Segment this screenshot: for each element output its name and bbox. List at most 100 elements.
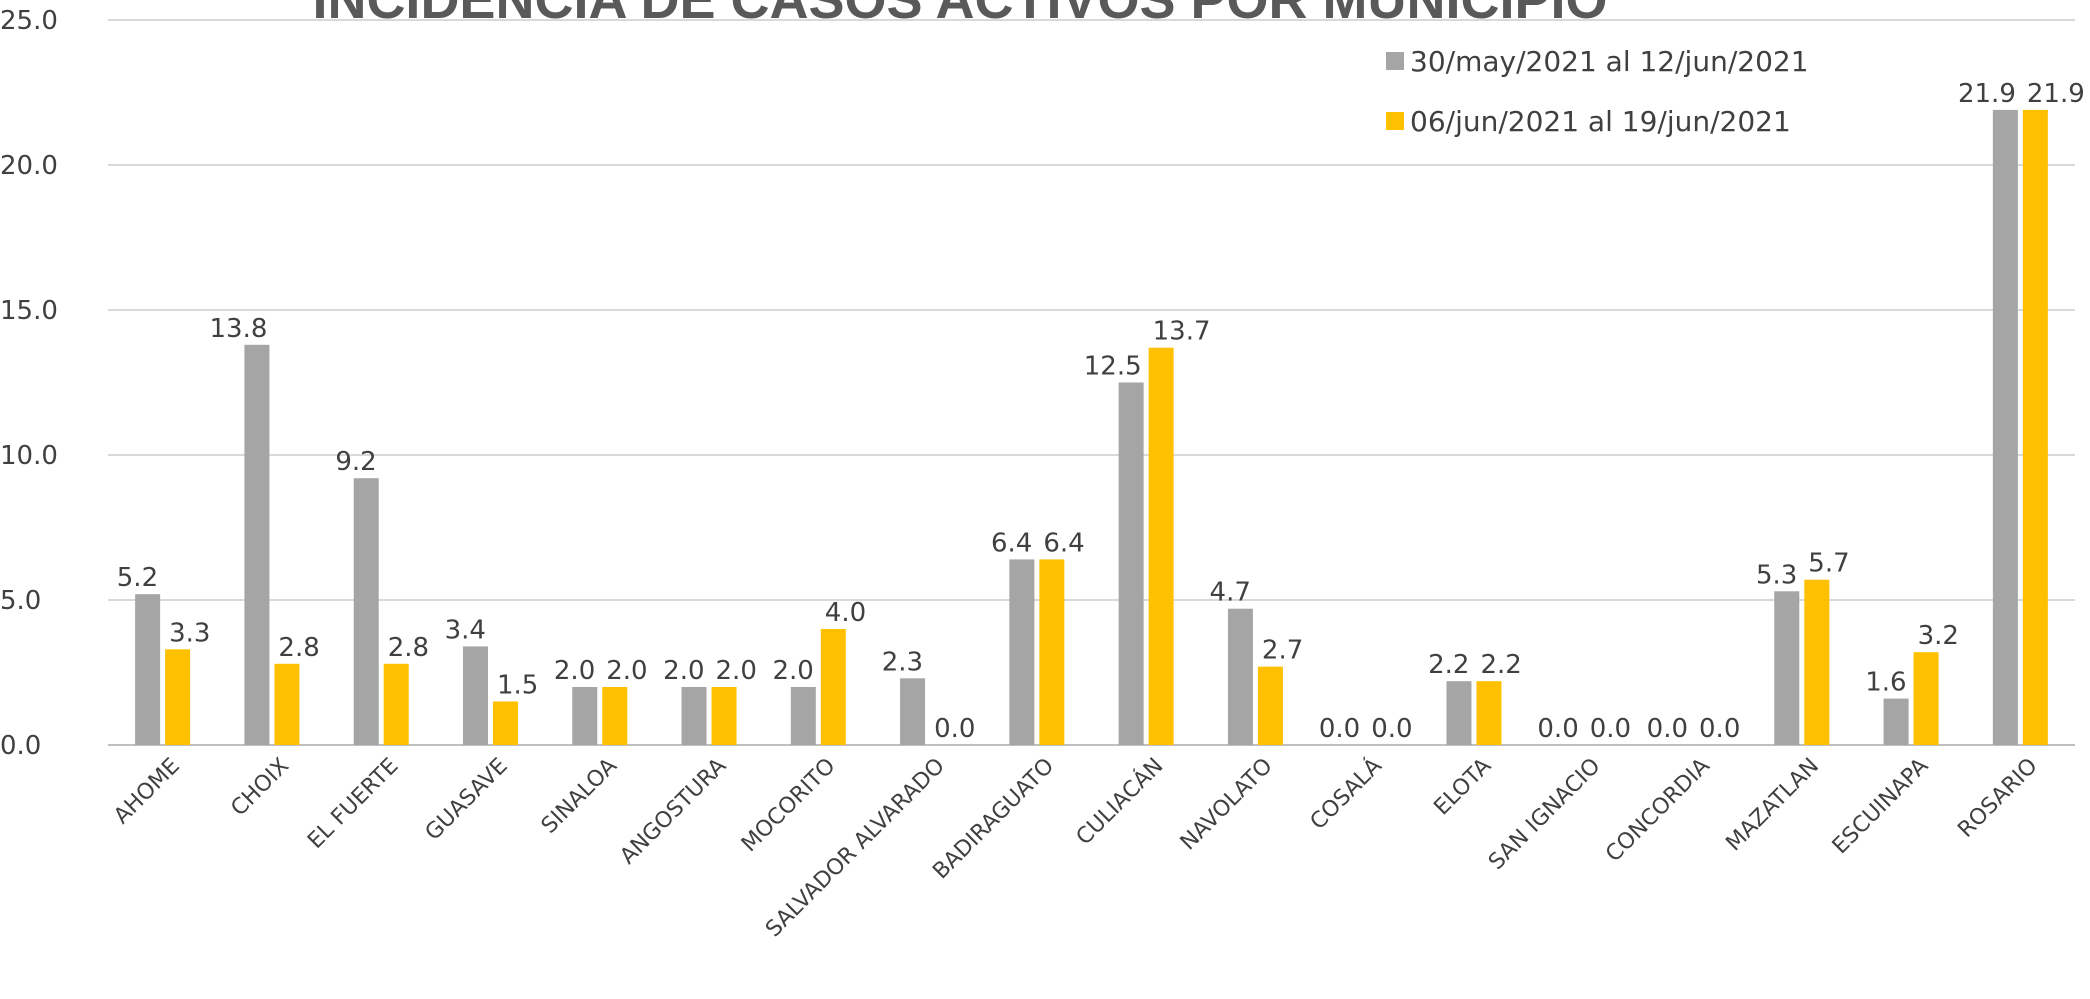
category-label-15: MAZATLAN (1721, 754, 1824, 857)
data-label-series-1-1: 13.8 (210, 314, 268, 344)
data-label-series-1-10: 4.7 (1210, 578, 1251, 608)
category-label-4: SINALOA (537, 754, 622, 839)
category-label-5: ANGOSTURA (615, 754, 731, 870)
category-label-9: CULIACÁN (1071, 753, 1168, 850)
data-label-series-1-9: 12.5 (1084, 352, 1142, 382)
bar-series-1-6 (790, 687, 816, 745)
data-label-series-2-13: 0.0 (1590, 714, 1631, 744)
bar-series-2-15 (1804, 579, 1830, 745)
data-label-series-2-1: 2.8 (278, 633, 319, 663)
bar-series-1-10 (1227, 608, 1253, 745)
y-tick-label: 10.0 (0, 441, 58, 471)
legend-label-series-1: 30/may/2021 al 12/jun/2021 (1410, 45, 1809, 78)
bar-series-2-17 (2022, 109, 2048, 745)
category-label-10: NAVOLATO (1176, 754, 1278, 856)
bar-series-2-1 (274, 663, 300, 745)
chart-title: INCIDENCIA DE CASOS ACTIVOS POR MUNICIPI… (312, 0, 1607, 30)
data-label-series-1-12: 2.2 (1428, 650, 1469, 680)
data-label-series-1-7: 2.3 (882, 647, 923, 677)
bar-series-1-9 (1118, 382, 1144, 745)
bar-series-1-16 (1883, 698, 1909, 745)
category-label-7: SALVADOR ALVARADO (761, 754, 950, 943)
bar-series-2-2 (383, 663, 409, 745)
bar-series-2-16 (1913, 652, 1939, 745)
data-label-series-1-16: 1.6 (1865, 668, 1906, 698)
data-label-series-1-11: 0.0 (1319, 714, 1360, 744)
bars (135, 109, 2048, 745)
data-label-series-2-5: 2.0 (716, 656, 757, 686)
data-label-series-2-11: 0.0 (1371, 714, 1412, 744)
bar-series-2-3 (492, 701, 518, 745)
legend-swatch-series-1 (1386, 52, 1404, 70)
bar-series-2-0 (165, 649, 191, 745)
bar-series-2-8 (1039, 559, 1065, 745)
legend: 30/may/2021 al 12/jun/2021 06/jun/2021 a… (1386, 45, 1809, 138)
category-labels: AHOME CHOIX EL FUERTE GUASAVE SINALOAANGOSTU… (109, 753, 2042, 942)
data-label-series-2-2: 2.8 (388, 633, 429, 663)
category-label-6: MOCORITO (737, 754, 841, 858)
data-label-series-2-14: 0.0 (1699, 714, 1740, 744)
bar-series-2-5 (711, 687, 737, 745)
legend-label-series-2: 06/jun/2021 al 19/jun/2021 (1410, 105, 1791, 138)
bar-series-1-8 (1009, 559, 1035, 745)
bar-series-2-6 (820, 629, 846, 745)
data-label-series-1-3: 3.4 (445, 615, 486, 645)
bar-series-1-1 (244, 344, 270, 745)
bar-series-2-4 (602, 687, 628, 745)
bar-series-1-12 (1446, 681, 1472, 745)
data-label-series-2-12: 2.2 (1480, 650, 1521, 680)
data-label-series-1-6: 2.0 (772, 656, 813, 686)
data-label-series-2-0: 3.3 (169, 618, 210, 648)
data-label-series-2-9: 13.7 (1153, 317, 1211, 347)
category-label-13: SAN IGNACIO (1484, 754, 1605, 875)
category-label-1: CHOIX (226, 754, 294, 822)
category-label-14: CONCORDIA (1601, 754, 1715, 868)
data-label-series-2-6: 4.0 (825, 598, 866, 628)
y-tick-label: 15.0 (0, 296, 58, 326)
data-label-series-1-2: 9.2 (335, 447, 376, 477)
category-label-8: BADIRAGUATO (928, 754, 1059, 885)
data-label-series-2-15: 5.7 (1808, 549, 1849, 579)
bar-series-2-12 (1476, 681, 1502, 745)
data-label-series-2-10: 2.7 (1262, 636, 1303, 666)
y-tick-label: 0.0 (0, 731, 41, 761)
bar-series-1-4 (572, 687, 598, 745)
y-tick-label: 25.0 (0, 6, 58, 36)
category-label-12: ELOTA (1429, 754, 1496, 821)
bar-series-1-5 (681, 687, 707, 745)
data-labels: 5.2 3.3 13.8 2.8 9.2 2.8 3.4 1.5 2.0 2.0 2.0 2.0 2.0… (117, 79, 2085, 744)
y-tick-label: 20.0 (0, 151, 58, 181)
category-label-16: ESCUINAPA (1828, 754, 1934, 860)
data-label-series-2-16: 3.2 (1918, 621, 1959, 651)
category-label-3: GUASAVE (421, 754, 513, 846)
category-label-11: COSALÁ (1305, 753, 1387, 835)
category-label-0: AHOME (109, 754, 185, 830)
data-label-series-1-14: 0.0 (1647, 714, 1688, 744)
bar-series-1-3 (462, 646, 488, 745)
bar-series-1-2 (353, 478, 379, 745)
data-label-series-1-5: 2.0 (663, 656, 704, 686)
data-label-series-2-8: 6.4 (1043, 528, 1084, 558)
category-label-2: EL FUERTE (303, 754, 403, 854)
gridlines (108, 19, 2075, 746)
category-label-17: ROSARIO (1953, 754, 2042, 843)
bar-series-1-15 (1774, 591, 1800, 745)
bar-series-1-0 (135, 594, 161, 745)
data-label-series-1-15: 5.3 (1756, 560, 1797, 590)
bar-series-2-10 (1257, 666, 1283, 745)
bar-series-1-7 (900, 678, 926, 745)
data-label-series-1-17: 21.9 (1958, 79, 2016, 109)
data-label-series-1-8: 6.4 (991, 528, 1032, 558)
legend-swatch-series-2 (1386, 112, 1404, 130)
data-label-series-2-3: 1.5 (497, 671, 538, 701)
bar-series-2-9 (1148, 347, 1174, 745)
data-label-series-1-13: 0.0 (1537, 714, 1578, 744)
data-label-series-1-0: 5.2 (117, 563, 158, 593)
data-label-series-2-7: 0.0 (934, 714, 975, 744)
y-tick-label: 5.0 (0, 586, 41, 616)
data-label-series-2-17: 21.9 (2027, 79, 2085, 109)
bar-series-1-17 (1992, 109, 2018, 745)
data-label-series-2-4: 2.0 (606, 656, 647, 686)
